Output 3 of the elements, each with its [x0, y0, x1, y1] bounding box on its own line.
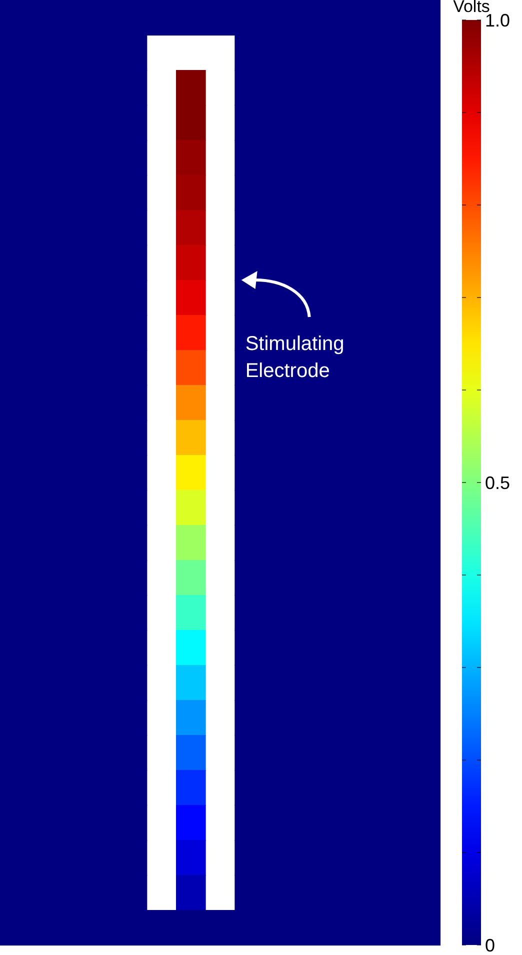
- color-bar-label: 0: [485, 935, 496, 955]
- color-bar-label: 0.5: [485, 472, 510, 493]
- annotation: Stimulating Electrode: [245, 333, 344, 382]
